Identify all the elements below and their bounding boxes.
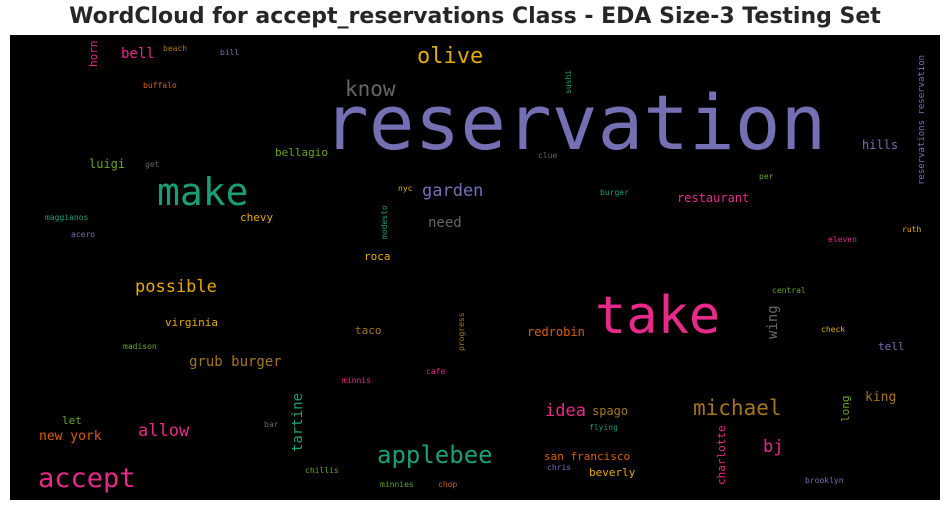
word-san-francisco: san francisco — [544, 450, 631, 463]
word-idea: idea — [545, 401, 586, 421]
word-wing: wing — [765, 305, 781, 339]
word-redrobin: redrobin — [527, 325, 585, 339]
word-per: per — [759, 172, 774, 181]
word-virginia: virginia — [165, 316, 218, 329]
word-reservation: reservation — [323, 78, 827, 167]
chart-title: WordCloud for accept_reservations Class … — [69, 4, 881, 29]
word-acero: acero — [71, 230, 96, 239]
word-minnis: minnis — [342, 376, 371, 385]
word-bellagio: bellagio — [275, 146, 328, 159]
word-buffalo: buffalo — [143, 81, 177, 90]
word-modesto: modesto — [380, 205, 389, 239]
word-cafe: cafe — [426, 367, 446, 376]
word-spago: spago — [592, 404, 629, 418]
word-tell: tell — [878, 340, 905, 353]
word-ruth: ruth — [902, 225, 922, 234]
word-take: take — [595, 286, 721, 346]
word-michael: michael — [693, 396, 782, 420]
word-horn: horn — [87, 40, 100, 68]
word-madison: madison — [123, 342, 157, 351]
word-eleven: eleven — [828, 235, 857, 244]
word-beach: beach — [163, 44, 188, 53]
word-maggianos: maggianos — [45, 213, 89, 222]
word-charlotte: charlotte — [715, 425, 728, 485]
word-tartine: tartine — [290, 392, 306, 452]
word-check: check — [821, 325, 846, 334]
word-brooklyn: brooklyn — [805, 476, 844, 485]
word-nyc: nyc — [398, 184, 413, 193]
word-chop: chop — [438, 480, 458, 489]
word-king: king — [865, 390, 897, 405]
word-get: get — [145, 160, 160, 169]
word-chevy: chevy — [240, 211, 274, 224]
word-possible: possible — [135, 277, 217, 297]
word-bell: bell — [121, 46, 155, 62]
word-accept: accept — [38, 463, 136, 494]
word-need: need — [428, 215, 462, 231]
word-chris: chris — [547, 463, 572, 472]
word-flying: flying — [589, 423, 618, 432]
word-chillis: chillis — [305, 466, 339, 475]
word-burger: burger — [600, 188, 629, 197]
word-taco: taco — [355, 324, 382, 337]
word-long: long — [839, 395, 852, 423]
word-progress: progress — [457, 312, 466, 351]
word-reservations-reservation: reservations reservation — [917, 54, 927, 185]
word-roca: roca — [364, 250, 391, 263]
word-hills: hills — [862, 138, 899, 152]
word-know: know — [345, 77, 396, 101]
word-beverly: beverly — [589, 466, 636, 479]
word-let: let — [62, 414, 82, 427]
word-applebee: applebee — [377, 441, 493, 469]
word-central: central — [772, 286, 806, 295]
word-clue: clue — [538, 151, 558, 160]
word-minnies: minnies — [380, 480, 414, 489]
word-bill: bill — [220, 48, 240, 57]
word-garden: garden — [422, 181, 484, 201]
word-sushi: sushi — [564, 69, 573, 94]
word-luigi: luigi — [89, 157, 126, 171]
word-restaurant: restaurant — [677, 191, 750, 205]
word-allow: allow — [138, 421, 190, 441]
word-make: make — [157, 170, 249, 214]
word-olive: olive — [417, 44, 484, 69]
word-bar: bar — [264, 420, 279, 429]
word-grub-burger: grub burger — [189, 354, 282, 370]
wordcloud-canvas: reservation take make accept applebee olive mi… — [10, 35, 940, 500]
word-new-york: new york — [39, 429, 102, 444]
word-bj: bj — [763, 437, 784, 457]
